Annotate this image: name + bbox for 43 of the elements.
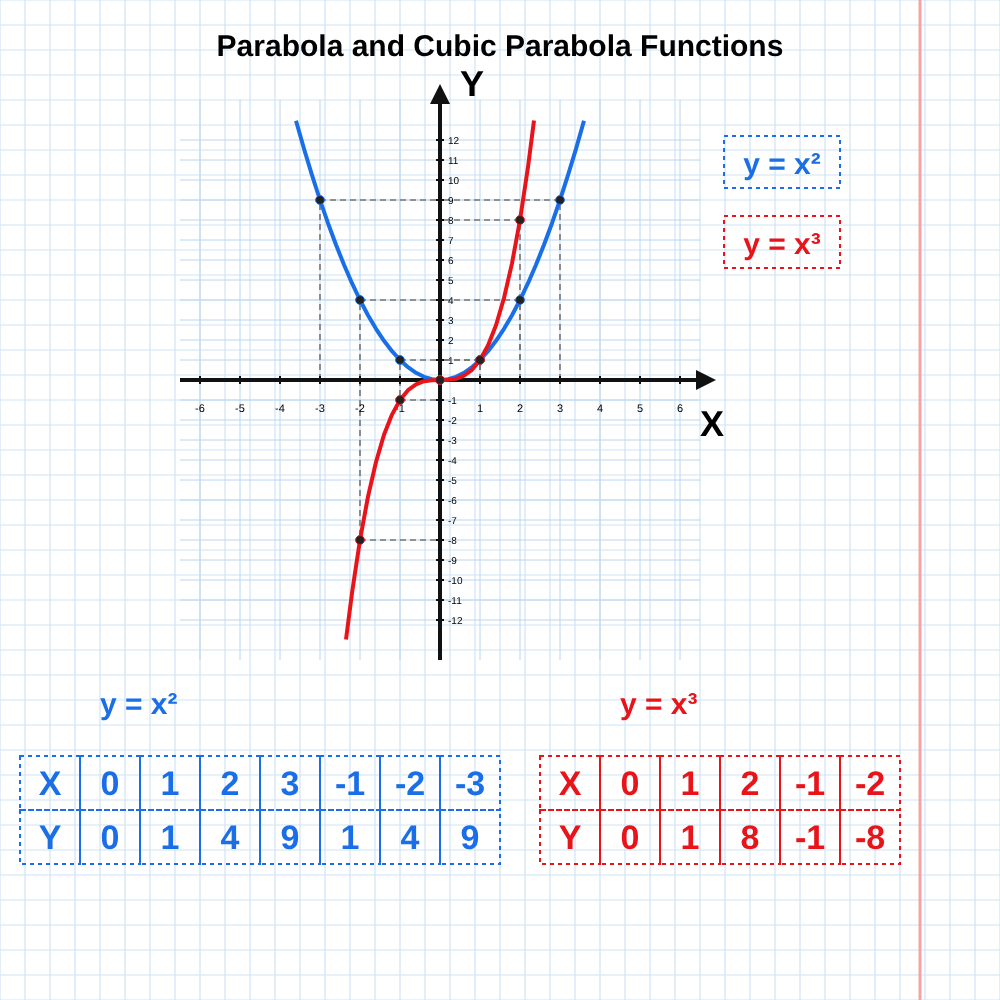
data-label: 8 <box>740 819 760 857</box>
data-label: -1 <box>794 765 826 803</box>
line-series <box>294 118 586 382</box>
text: y = x² <box>100 688 178 722</box>
category-label: 0 <box>620 819 640 857</box>
data-label: 4 <box>220 819 241 857</box>
category-label: 1 <box>680 819 700 857</box>
category-label: -1 <box>334 765 366 803</box>
chart-title: Parabola and Cubic Parabola Functions <box>216 30 784 64</box>
text: y = x³ <box>743 228 821 262</box>
point <box>395 355 405 365</box>
point <box>515 295 525 305</box>
category-label: -2 <box>854 765 886 803</box>
data-label: 4 <box>400 819 421 857</box>
point <box>515 215 525 225</box>
data-label: 0 <box>100 765 120 803</box>
text: y = x² <box>743 148 821 182</box>
x-axis-title: X <box>700 404 725 444</box>
category-label: -1 <box>794 819 826 857</box>
text: Y <box>38 819 63 857</box>
data-label: 1 <box>340 819 360 857</box>
point <box>555 195 565 205</box>
data-label: -8 <box>854 819 886 857</box>
category-label: 2 <box>220 765 240 803</box>
category-label: 0 <box>100 819 120 857</box>
text: X <box>558 765 583 803</box>
point <box>355 295 365 305</box>
line-series <box>344 118 536 642</box>
point <box>395 395 405 405</box>
data-label: 0 <box>620 765 640 803</box>
text: X <box>38 765 63 803</box>
data-label: 9 <box>280 819 300 857</box>
point <box>355 535 365 545</box>
text: Y <box>558 819 583 857</box>
category-label: 3 <box>280 765 300 803</box>
category-label: -2 <box>394 765 426 803</box>
point <box>315 195 325 205</box>
y-axis-title: Y <box>460 64 485 104</box>
data-label: 1 <box>680 765 700 803</box>
text: y = x³ <box>620 688 698 722</box>
category-label: 2 <box>740 765 760 803</box>
data-label: 1 <box>160 765 180 803</box>
category-label: 1 <box>160 819 180 857</box>
